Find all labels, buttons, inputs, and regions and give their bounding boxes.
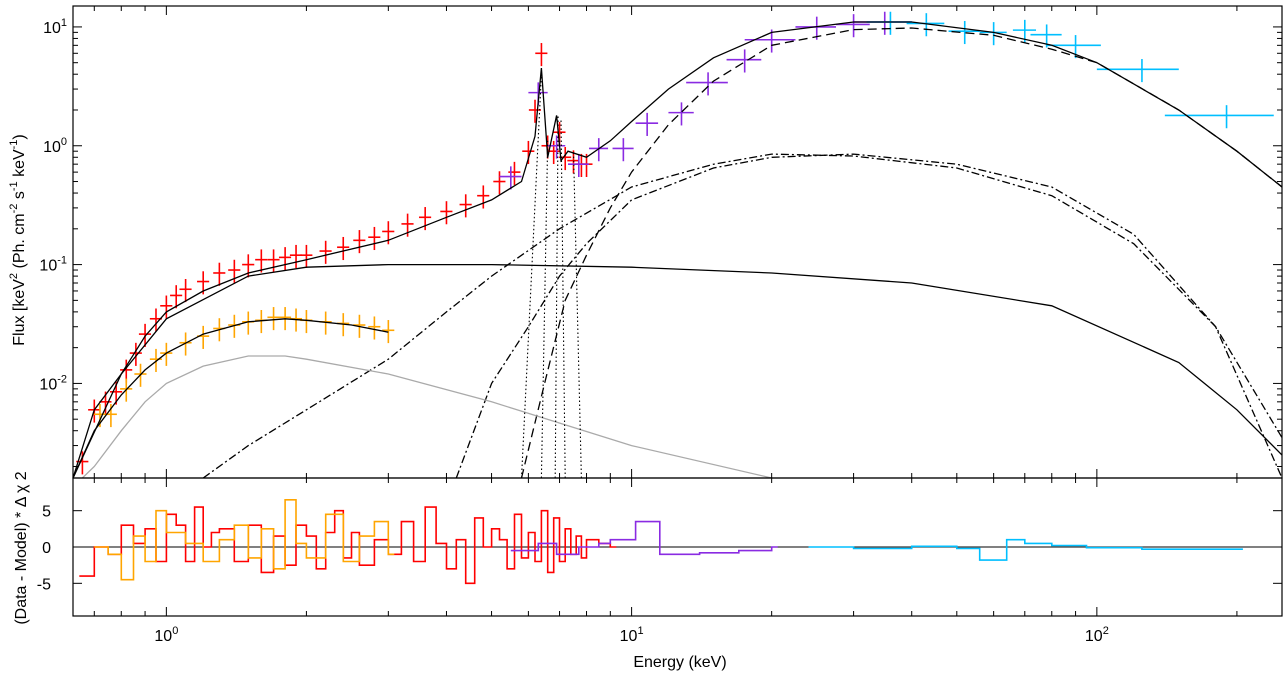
data-point bbox=[979, 22, 1007, 46]
data-point bbox=[368, 226, 381, 251]
residual-series bbox=[510, 520, 778, 556]
residual-series bbox=[808, 538, 1243, 561]
data-point bbox=[149, 348, 162, 372]
data-point bbox=[255, 249, 268, 273]
data-point bbox=[1164, 105, 1274, 129]
model-curve-solid bbox=[81, 355, 772, 478]
data-point bbox=[568, 153, 590, 177]
emission-line-component bbox=[540, 140, 549, 478]
data-point bbox=[459, 194, 472, 218]
data-point bbox=[353, 230, 366, 254]
data-point bbox=[160, 342, 173, 366]
residuals-y-tick-labels: -5 0 5 bbox=[37, 504, 51, 594]
spectrum-y-tick-labels: 10-2 10-1 100 101 bbox=[39, 17, 67, 393]
data-point bbox=[635, 112, 659, 136]
model-curve-dashed bbox=[520, 27, 1282, 478]
data-point bbox=[228, 259, 241, 283]
y-tick-label: 100 bbox=[43, 136, 67, 156]
spectrum-series-layer bbox=[73, 11, 1282, 478]
model-curve-solid bbox=[73, 263, 1282, 478]
data-point bbox=[300, 310, 313, 334]
spectrum-y-axis-label: Flux [keV2 (Ph. cm-2 s-1 keV-1) bbox=[8, 134, 28, 346]
x-axis-label: Energy (keV) bbox=[633, 654, 726, 671]
spectrum-panel: 10-2 10-1 100 101 bbox=[39, 5, 1283, 479]
y-tick-label: -5 bbox=[37, 576, 51, 593]
data-point bbox=[477, 185, 490, 209]
data-point bbox=[179, 332, 192, 356]
y-tick-label: 10-2 bbox=[39, 373, 67, 393]
y-tick-label: 5 bbox=[42, 504, 51, 521]
model-curve-dashdot bbox=[202, 153, 1282, 478]
x-tick-label: 102 bbox=[1085, 625, 1109, 645]
data-point bbox=[213, 262, 226, 286]
model-curve-solid bbox=[73, 21, 1282, 478]
data-point bbox=[612, 138, 634, 162]
data-point bbox=[197, 325, 210, 349]
data-point bbox=[160, 295, 173, 319]
emission-line-component bbox=[520, 74, 542, 478]
data-point bbox=[1096, 59, 1179, 83]
residuals-panel: -5 0 5 100 101 102 bbox=[37, 477, 1283, 645]
data-point bbox=[948, 20, 980, 45]
data-point bbox=[836, 14, 870, 38]
data-point bbox=[440, 201, 453, 225]
spectrum-plot-frame bbox=[72, 5, 1283, 479]
data-point bbox=[319, 240, 332, 264]
model-curve-solid bbox=[73, 318, 389, 478]
data-point bbox=[368, 316, 381, 340]
emission-line-component bbox=[554, 115, 559, 478]
data-point bbox=[686, 72, 728, 96]
data-point bbox=[866, 11, 912, 35]
data-point bbox=[528, 99, 541, 123]
data-point bbox=[668, 102, 694, 126]
data-point bbox=[744, 29, 796, 53]
data-point bbox=[179, 278, 192, 303]
data-point bbox=[170, 285, 183, 309]
y-tick-label: 101 bbox=[43, 17, 67, 37]
data-point bbox=[278, 247, 292, 271]
data-point bbox=[726, 49, 762, 73]
residual-series-layer bbox=[73, 499, 1282, 585]
y-tick-label: 0 bbox=[42, 540, 51, 557]
data-point bbox=[419, 207, 432, 231]
model-curve-dashdot bbox=[455, 153, 1282, 478]
data-point bbox=[853, 11, 912, 35]
data-point bbox=[129, 342, 142, 366]
data-point bbox=[493, 171, 506, 195]
data-point bbox=[242, 254, 255, 278]
data-point bbox=[906, 13, 945, 37]
data-point bbox=[499, 166, 522, 190]
y-tick-label: 10-1 bbox=[39, 255, 67, 275]
data-point bbox=[267, 307, 280, 331]
data-point bbox=[535, 43, 548, 67]
residual-series bbox=[94, 499, 395, 581]
data-point bbox=[289, 244, 303, 269]
emission-line-component bbox=[572, 151, 582, 478]
spectrum-axis-ticks bbox=[73, 6, 1282, 478]
data-point bbox=[300, 244, 313, 269]
x-tick-label: 100 bbox=[154, 625, 178, 645]
data-point bbox=[267, 249, 280, 273]
residuals-x-tick-labels: 100 101 102 bbox=[154, 625, 1108, 645]
data-point bbox=[104, 404, 117, 428]
x-tick-label: 101 bbox=[620, 625, 644, 645]
residuals-axis-ticks bbox=[73, 478, 1282, 616]
residual-series bbox=[79, 506, 617, 585]
data-point bbox=[337, 236, 350, 261]
residuals-y-axis-label: (Data - Model) * Δ χ 2 bbox=[13, 471, 30, 624]
